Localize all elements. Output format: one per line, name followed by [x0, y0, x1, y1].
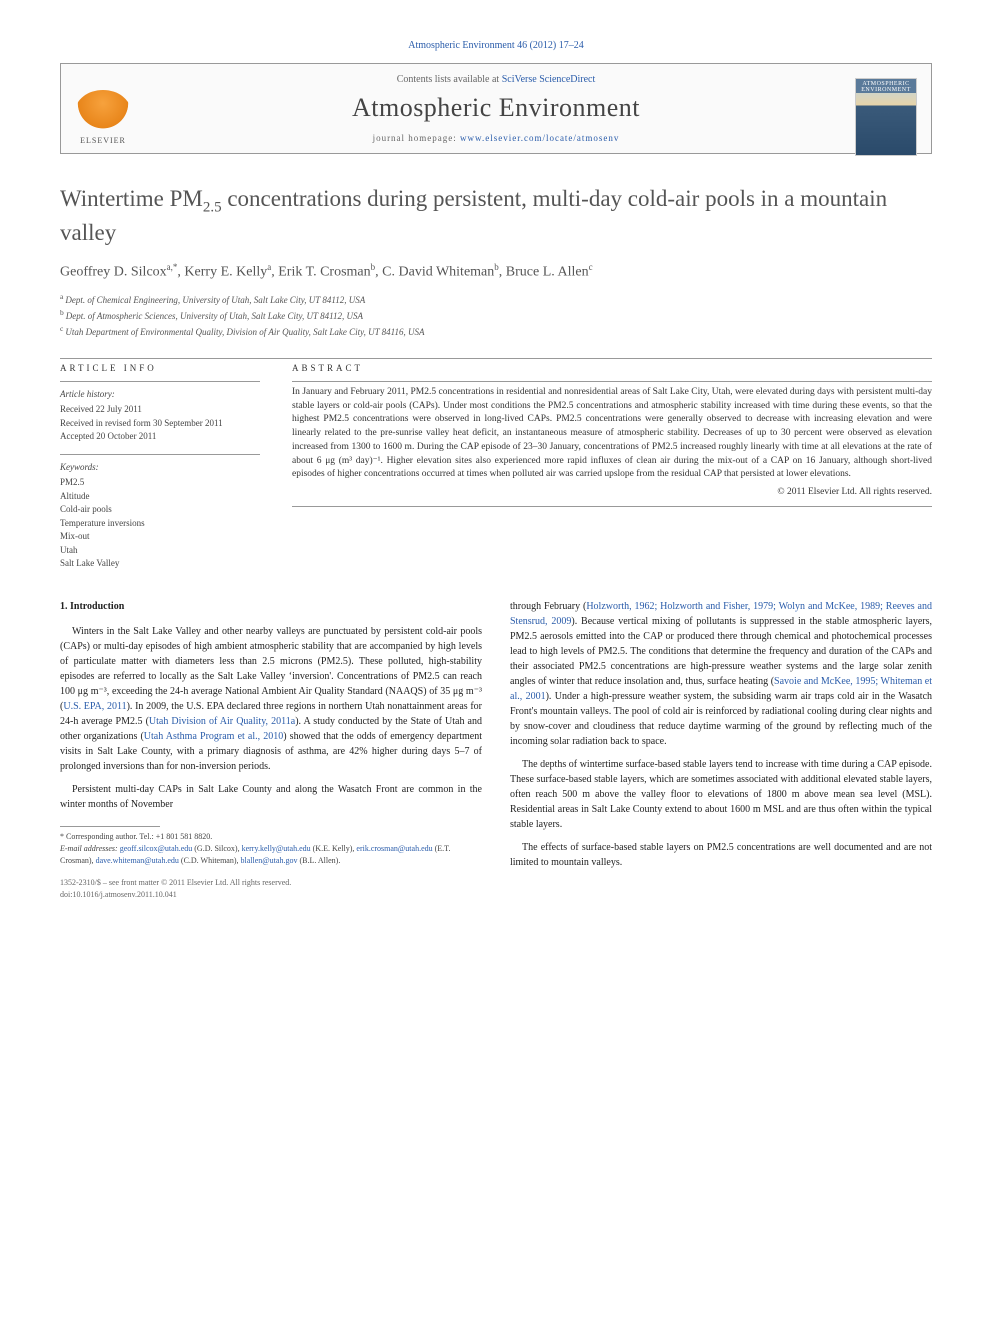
- affiliations: aDept. of Chemical Engineering, Universi…: [60, 291, 932, 340]
- author-3-sup: b: [371, 262, 376, 272]
- email-2-name: (K.E. Kelly),: [313, 844, 355, 853]
- email-4-name: (C.D. Whiteman),: [181, 856, 239, 865]
- p3-text-a: through February (: [510, 601, 586, 612]
- author-5: Bruce L. Allen: [506, 265, 589, 280]
- keyword-4: Mix-out: [60, 530, 260, 544]
- section-1-heading: 1. Introduction: [60, 599, 482, 614]
- author-2: Kerry E. Kelly: [184, 265, 267, 280]
- copyright-footer: 1352-2310/$ – see front matter © 2011 El…: [60, 877, 482, 901]
- journal-title: Atmospheric Environment: [77, 93, 915, 123]
- author-4-sup: b: [494, 262, 499, 272]
- para-3: through February (Holzworth, 1962; Holzw…: [510, 599, 932, 749]
- keyword-6: Salt Lake Valley: [60, 557, 260, 571]
- affiliation-b: Dept. of Atmospheric Sciences, Universit…: [66, 311, 363, 321]
- email-label: E-mail addresses:: [60, 844, 118, 853]
- title-text-pre: Wintertime PM: [60, 186, 203, 211]
- abstract-copyright: © 2011 Elsevier Ltd. All rights reserved…: [292, 486, 932, 500]
- title-subscript: 2.5: [203, 200, 222, 216]
- front-matter-line: 1352-2310/$ – see front matter © 2011 El…: [60, 877, 482, 889]
- author-5-sup: c: [589, 262, 593, 272]
- homepage-label: journal homepage:: [373, 133, 460, 143]
- article-title: Wintertime PM2.5 concentrations during p…: [60, 184, 932, 248]
- para-4: The depths of wintertime surface-based s…: [510, 757, 932, 832]
- affiliation-a: Dept. of Chemical Engineering, Universit…: [65, 295, 365, 305]
- journal-homepage: journal homepage: www.elsevier.com/locat…: [77, 133, 915, 143]
- column-left: 1. Introduction Winters in the Salt Lake…: [60, 599, 482, 901]
- keyword-3: Temperature inversions: [60, 517, 260, 531]
- body-text: 1. Introduction Winters in the Salt Lake…: [60, 599, 932, 901]
- abstract-heading: ABSTRACT: [292, 363, 932, 373]
- article-info-column: ARTICLE INFO Article history: Received 2…: [60, 363, 260, 571]
- footnote-divider: [60, 826, 160, 827]
- email-5-name: (B.L. Allen).: [299, 856, 340, 865]
- running-header: Atmospheric Environment 46 (2012) 17–24: [60, 40, 932, 51]
- cover-label: ATMOSPHERIC ENVIRONMENT: [856, 79, 916, 93]
- divider-top: [60, 358, 932, 359]
- history-label: Article history:: [60, 388, 260, 402]
- author-1: Geoffrey D. Silcox: [60, 265, 167, 280]
- para-2: Persistent multi-day CAPs in Salt Lake C…: [60, 782, 482, 812]
- email-3[interactable]: erik.crosman@utah.edu: [356, 844, 432, 853]
- footnotes: * Corresponding author. Tel.: +1 801 581…: [60, 831, 482, 867]
- journal-masthead: ELSEVIER ATMOSPHERIC ENVIRONMENT Content…: [60, 63, 932, 154]
- email-1[interactable]: geoff.silcox@utah.edu: [120, 844, 193, 853]
- affiliation-c: Utah Department of Environmental Quality…: [65, 327, 424, 337]
- keyword-2: Cold-air pools: [60, 503, 260, 517]
- doi-line: doi:10.1016/j.atmosenv.2011.10.041: [60, 889, 482, 901]
- sciencedirect-link[interactable]: SciVerse ScienceDirect: [502, 74, 596, 85]
- revised-date: Received in revised form 30 September 20…: [60, 417, 260, 431]
- author-1-sup: a,*: [167, 262, 178, 272]
- lists-text: Contents lists available at: [397, 74, 502, 85]
- email-5[interactable]: blallen@utah.gov: [241, 856, 298, 865]
- accepted-date: Accepted 20 October 2011: [60, 430, 260, 444]
- email-2[interactable]: kerry.kelly@utah.edu: [242, 844, 311, 853]
- p1-text-a: Winters in the Salt Lake Valley and othe…: [60, 626, 482, 712]
- author-3: Erik T. Crosman: [278, 265, 370, 280]
- author-2-sup: a: [267, 262, 271, 272]
- column-right: through February (Holzworth, 1962; Holzw…: [510, 599, 932, 901]
- keywords-label: Keywords:: [60, 461, 260, 475]
- contents-lists: Contents lists available at SciVerse Sci…: [77, 74, 915, 85]
- p3-text-c: ). Under a high-pressure weather system,…: [510, 691, 932, 747]
- author-list: Geoffrey D. Silcoxa,*, Kerry E. Kellya, …: [60, 262, 932, 281]
- para-1: Winters in the Salt Lake Valley and othe…: [60, 624, 482, 774]
- journal-cover-thumbnail: ATMOSPHERIC ENVIRONMENT: [855, 78, 917, 156]
- keyword-0: PM2.5: [60, 476, 260, 490]
- keyword-1: Altitude: [60, 490, 260, 504]
- citation-link-asthma[interactable]: Utah Asthma Program et al., 2010: [144, 731, 283, 742]
- citation-link-epa[interactable]: U.S. EPA, 2011: [63, 701, 126, 712]
- elsevier-logo: ELSEVIER: [75, 90, 131, 150]
- abstract-column: ABSTRACT In January and February 2011, P…: [292, 363, 932, 571]
- citation-link-utah-daq[interactable]: Utah Division of Air Quality, 2011a: [149, 716, 295, 727]
- abstract-text: In January and February 2011, PM2.5 conc…: [292, 386, 932, 482]
- email-4[interactable]: dave.whiteman@utah.edu: [96, 856, 179, 865]
- email-1-name: (G.D. Silcox),: [194, 844, 239, 853]
- keyword-5: Utah: [60, 544, 260, 558]
- received-date: Received 22 July 2011: [60, 403, 260, 417]
- elsevier-label: ELSEVIER: [75, 136, 131, 145]
- para-5: The effects of surface-based stable laye…: [510, 840, 932, 870]
- corresponding-author: * Corresponding author. Tel.: +1 801 581…: [60, 831, 482, 843]
- homepage-link[interactable]: www.elsevier.com/locate/atmosenv: [460, 133, 619, 143]
- article-info-heading: ARTICLE INFO: [60, 363, 260, 373]
- author-4: C. David Whiteman: [382, 265, 494, 280]
